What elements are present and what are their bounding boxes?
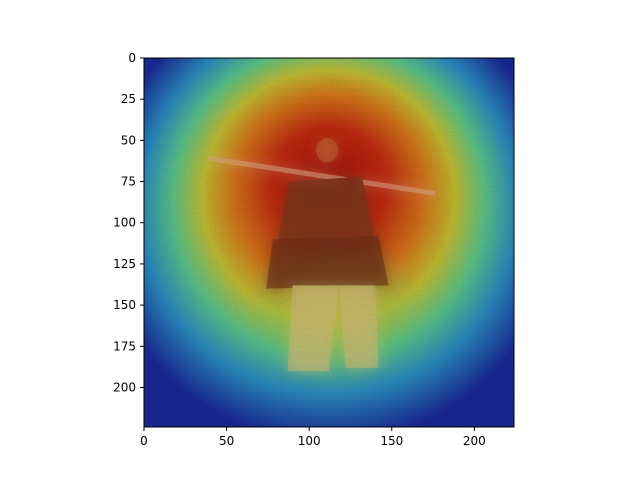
y-tick-label: 125 [113, 257, 136, 271]
y-tick-label: 0 [128, 51, 136, 65]
y-axis: 0 25 50 75 100 125 150 175 200 [113, 51, 144, 394]
x-tick-label: 200 [463, 434, 486, 448]
y-tick-label: 75 [121, 175, 136, 189]
y-tick-label: 50 [121, 133, 136, 147]
plot-frame [143, 57, 515, 428]
x-tick-label: 50 [219, 434, 234, 448]
plot-area [144, 58, 514, 427]
x-tick-label: 150 [380, 434, 403, 448]
x-tick-label: 100 [298, 434, 321, 448]
y-tick-label: 25 [121, 92, 136, 106]
y-tick-label: 175 [113, 339, 136, 353]
photo-texture [144, 58, 514, 427]
y-tick-label: 200 [113, 380, 136, 394]
y-tick-label: 100 [113, 216, 136, 230]
x-axis: 0 50 100 150 200 [140, 427, 486, 448]
x-tick-label: 0 [140, 434, 148, 448]
y-tick-label: 150 [113, 298, 136, 312]
